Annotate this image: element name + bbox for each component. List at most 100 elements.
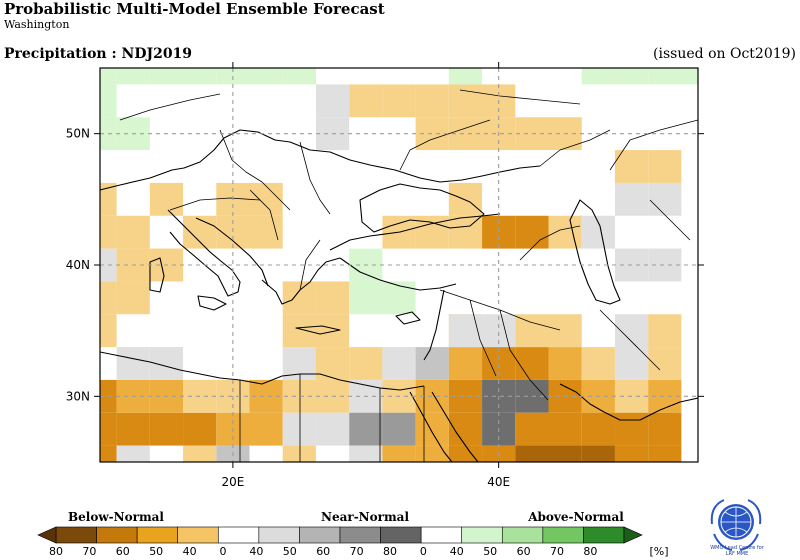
probability-cell: [614, 314, 649, 348]
probability-cell: [315, 314, 350, 348]
colorbar-tick-label: 50: [149, 545, 163, 558]
probability-cell: [149, 412, 184, 446]
probability-cell: [581, 347, 615, 380]
legend-above-normal: Above-Normal: [528, 510, 624, 524]
probability-cell: [382, 412, 416, 446]
probability-cell: [100, 84, 117, 118]
probability-cell: [648, 314, 682, 348]
y-tick-label: 40N: [66, 258, 90, 272]
probability-cell: [183, 215, 217, 249]
probability-cell: [448, 182, 483, 216]
probability-cell: [183, 68, 217, 85]
y-tick-label: 30N: [66, 389, 90, 403]
borders: [119, 89, 698, 462]
axis-labels: 20E 40E 30N 40N 50N: [66, 127, 510, 489]
coastline-turkey: [329, 213, 501, 291]
colorbar-left-arrow: [37, 526, 57, 544]
coastline-blacksea: [359, 183, 485, 233]
probability-cell: [315, 412, 350, 446]
variable-title: Precipitation : NDJ2019: [4, 46, 193, 62]
colorbar-tick-label: 70: [350, 545, 364, 558]
probability-cell: [548, 314, 582, 348]
chart-subtitle: Washington: [4, 18, 70, 31]
probability-cell: [282, 68, 316, 85]
probability-cell: [681, 68, 698, 85]
colorbar-swatch: [258, 526, 300, 544]
probability-cell: [515, 347, 549, 380]
colorbar-tick-label: 40: [450, 545, 464, 558]
probability-cell: [149, 182, 184, 216]
colorbar-swatch: [136, 526, 179, 544]
probability-cell: [548, 412, 582, 446]
probability-cell: [116, 215, 150, 249]
probability-cell: [448, 445, 483, 462]
colorbar-tick-label: 80: [49, 545, 63, 558]
axis-ticks: [94, 62, 704, 468]
probability-cell: [100, 182, 117, 216]
probability-cell: [100, 215, 117, 249]
colorbar-tick-label: 50: [283, 545, 297, 558]
probability-cell: [648, 68, 682, 85]
colorbar-swatch: [55, 526, 97, 544]
colorbar-tick-label: 70: [550, 545, 564, 558]
probability-cell: [183, 445, 217, 462]
probability-cell: [614, 150, 649, 183]
probability-cell: [614, 68, 649, 85]
probability-cell: [648, 182, 682, 216]
coastline-north-africa: [100, 351, 425, 391]
wmo-logo-text: WMO Lead Centre for LRF MME: [710, 545, 764, 557]
colorbar-swatch: [420, 526, 463, 544]
colorbar-swatch: [583, 526, 625, 544]
probability-cell: [581, 412, 615, 446]
graticule: [100, 68, 698, 462]
x-tick-label: 40E: [487, 475, 510, 489]
probability-cell: [448, 314, 483, 348]
probability-cell: [648, 445, 682, 462]
probability-cell: [648, 150, 682, 183]
coastline-sardinia: [149, 257, 165, 293]
probability-cell: [100, 68, 117, 85]
chart-title: Probabilistic Multi-Model Ensemble Forec…: [4, 0, 385, 18]
colorbar-tick-label: 40: [249, 545, 263, 558]
probability-cell: [315, 281, 350, 315]
probability-cell: [116, 347, 150, 380]
colorbar-unit: [%]: [649, 545, 668, 558]
probability-cell: [581, 68, 615, 85]
x-tick-label: 20E: [221, 475, 244, 489]
probability-cell: [100, 314, 117, 348]
legend-below-normal: Below-Normal: [68, 510, 164, 524]
probability-cell: [581, 445, 615, 462]
probability-cell: [315, 347, 350, 380]
colorbar-swatch: [542, 526, 584, 544]
probability-cell: [100, 281, 117, 315]
probability-cells: [100, 68, 698, 462]
probability-cell: [349, 412, 383, 446]
probability-cell: [448, 84, 483, 118]
coastline-levant: [423, 289, 445, 361]
probability-cell: [382, 347, 416, 380]
probability-cell: [116, 445, 150, 462]
colorbar-swatch: [339, 526, 381, 544]
coastline-europe: [100, 129, 541, 191]
colorbar-swatch: [217, 526, 260, 544]
probability-cell: [149, 68, 184, 85]
probability-cell: [382, 84, 416, 118]
colorbar-right-arrow: [623, 526, 643, 544]
probability-cell: [382, 445, 416, 462]
probability-cell: [614, 347, 649, 380]
probability-cell: [515, 445, 549, 462]
probability-cell: [116, 68, 150, 85]
coastline-italy: [167, 209, 241, 297]
wmo-logo-icon: [710, 499, 762, 551]
coastlines-borders: [100, 89, 698, 462]
colorbar-tick-label: 0: [420, 545, 427, 558]
colorbar-swatch: [380, 526, 422, 544]
issued-date: (issued on Oct2019): [653, 46, 796, 62]
colorbar-tick-label: 80: [583, 545, 597, 558]
colorbar-tick-label: 60: [316, 545, 330, 558]
probability-cell: [415, 412, 449, 446]
probability-cell: [614, 412, 649, 446]
probability-cell: [100, 445, 117, 462]
probability-cell: [548, 445, 582, 462]
